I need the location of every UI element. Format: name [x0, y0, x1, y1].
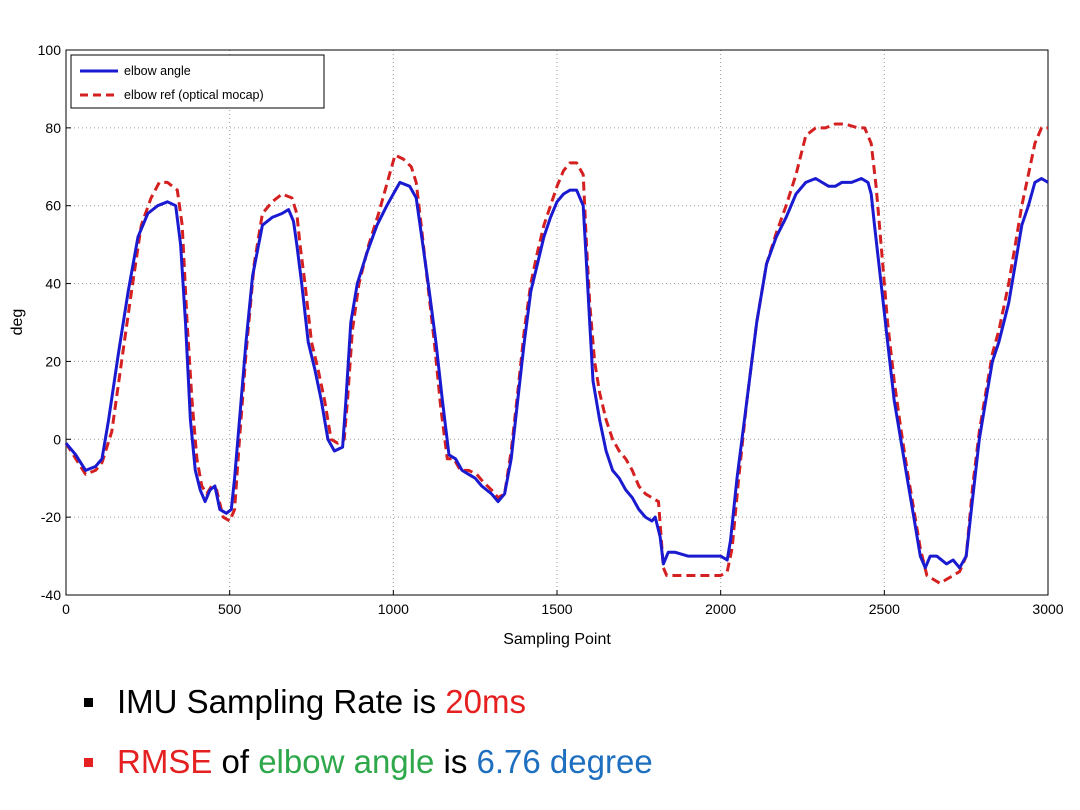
y-axis: -40 -20 0 20 40 60 80 100 — [38, 42, 71, 603]
x-tick-label: 0 — [62, 601, 70, 617]
rmse-text-of: of — [212, 743, 259, 780]
legend-box — [70, 54, 325, 109]
y-tick-label: 0 — [53, 431, 61, 447]
grid-lines — [66, 50, 1048, 595]
sampling-rate-text: IMU Sampling Rate is — [117, 683, 446, 720]
bullet-square-icon — [84, 757, 93, 767]
series-line-elbow-ref — [64, 122, 1048, 585]
y-tick-label: 20 — [45, 353, 61, 369]
y-tick-label: -20 — [41, 509, 61, 525]
rmse-label: RMSE — [117, 743, 213, 780]
sampling-rate-value: 20ms — [445, 683, 526, 720]
y-tick-label: 100 — [38, 42, 62, 58]
bullet-square-icon — [84, 697, 93, 707]
x-tick-label: 500 — [218, 601, 242, 617]
x-tick-label: 1000 — [378, 601, 409, 617]
x-tick-label: 3000 — [1032, 601, 1063, 617]
rmse-text-is: is — [434, 743, 477, 780]
legend: elbow angle elbow ref (optical mocap) — [70, 54, 325, 109]
bullet-list: IMU Sampling Rate is 20ms RMSE of elbow … — [84, 672, 653, 792]
legend-label-elbow-angle: elbow angle — [124, 64, 191, 78]
y-tick-label: -40 — [41, 587, 61, 603]
x-tick-label: 1500 — [541, 601, 572, 617]
x-axis-label: Sampling Point — [503, 631, 611, 648]
rmse-series-name: elbow angle — [258, 743, 435, 780]
legend-label-elbow-ref: elbow ref (optical mocap) — [124, 88, 264, 102]
y-tick-label: 40 — [45, 276, 61, 292]
y-axis-label: deg — [9, 309, 26, 336]
series-line-elbow-angle — [64, 177, 1049, 570]
line-chart: 0 500 1000 1500 2000 2500 3000 -40 -20 0 20 40 60 80… — [9, 42, 1064, 648]
x-axis: 0 500 1000 1500 2000 2500 3000 — [62, 590, 1064, 617]
x-tick-label: 2000 — [705, 601, 736, 617]
y-tick-label: 80 — [45, 120, 61, 136]
rmse-value: 6.76 degree — [476, 743, 653, 780]
bullet-sampling-rate: IMU Sampling Rate is 20ms — [84, 672, 653, 732]
bullet-rmse: RMSE of elbow angle is 6.76 degree — [84, 732, 653, 792]
series-group — [64, 122, 1049, 585]
x-tick-label: 2500 — [869, 601, 900, 617]
y-tick-label: 60 — [45, 198, 61, 214]
